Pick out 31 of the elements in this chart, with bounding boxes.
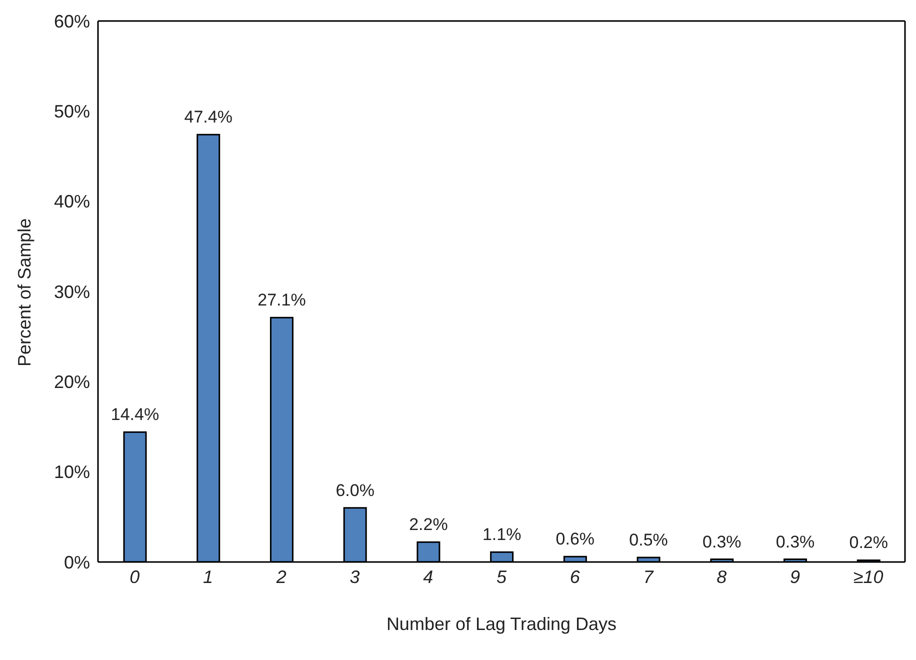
y-tick-label: 20% [54,372,90,392]
x-tick-label: 2 [275,566,286,587]
x-tick-label: 1 [203,566,214,587]
x-tick-label: 5 [496,566,508,587]
x-tick-label: 3 [350,566,360,587]
y-tick-label: 60% [54,11,90,32]
data-label: 0.5% [629,530,668,550]
x-tick-label: 0 [130,566,140,587]
data-label: 47.4% [184,108,232,127]
data-label: 0.2% [849,533,888,552]
y-tick-label: 50% [54,102,90,122]
y-tick-label: 10% [54,462,90,482]
x-tick-label: 9 [790,566,800,587]
x-axis-title: Number of Lag Trading Days [386,614,617,634]
data-label: 0.3% [776,532,815,552]
data-label: 6.0% [336,480,374,500]
x-tick-label: 6 [570,566,581,587]
y-tick-label: 30% [54,282,90,302]
x-tick-label: ≥10 [853,566,884,587]
x-tick-label: 7 [643,566,654,587]
y-tick-label: 40% [54,192,90,212]
data-label: 2.2% [409,515,448,534]
y-axis-title: Percent of Sample [14,218,34,366]
data-label: 14.4% [110,405,160,424]
data-label: 0.3% [702,532,742,552]
data-label: 1.1% [482,525,522,544]
x-tick-label: 4 [423,566,434,587]
y-tick-label: 0% [64,552,90,572]
data-label: 0.6% [556,530,595,549]
x-tick-label: 8 [716,566,727,587]
data-label: 27.1% [258,290,306,310]
